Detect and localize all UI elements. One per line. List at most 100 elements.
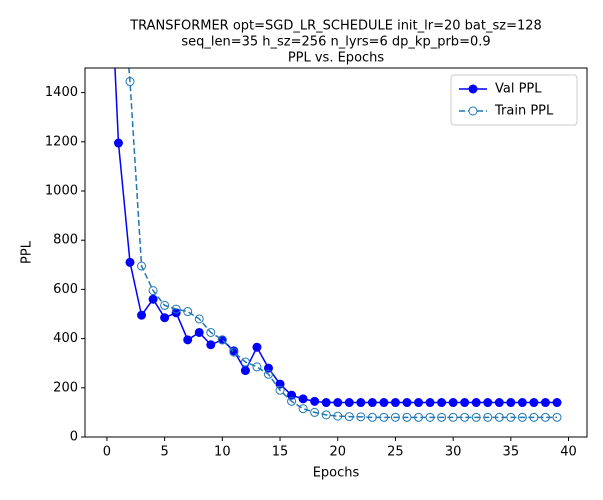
x-tick-label: 5 xyxy=(160,445,168,460)
data-point xyxy=(183,335,193,345)
legend-marker xyxy=(468,106,478,116)
data-point xyxy=(483,398,493,408)
data-point xyxy=(425,398,435,408)
data-point xyxy=(275,385,285,395)
data-point xyxy=(252,342,262,352)
data-point xyxy=(333,411,343,421)
data-point xyxy=(137,310,147,320)
data-point xyxy=(402,412,412,422)
data-point xyxy=(148,286,158,296)
data-point xyxy=(356,412,366,422)
x-tick-label: 10 xyxy=(214,445,231,460)
data-point xyxy=(390,412,400,422)
data-point xyxy=(310,396,320,406)
y-tick-label: 1200 xyxy=(45,134,78,149)
chart-title: PPL vs. Epochs xyxy=(288,51,385,66)
data-point xyxy=(448,398,458,408)
y-tick-label: 200 xyxy=(53,380,78,395)
y-axis-label: PPL xyxy=(20,240,35,264)
data-line xyxy=(114,68,557,404)
data-point xyxy=(240,366,250,376)
axes-frame xyxy=(84,67,588,438)
legend-marker xyxy=(468,84,478,94)
data-point xyxy=(321,410,331,420)
data-point xyxy=(171,304,181,314)
y-tick-label: 400 xyxy=(53,331,78,346)
y-tick-label: 600 xyxy=(53,282,78,297)
data-point xyxy=(263,369,273,379)
data-point xyxy=(367,398,377,408)
data-point xyxy=(194,327,204,337)
x-axis-label: Epochs xyxy=(313,466,360,481)
data-point xyxy=(206,327,216,337)
y-tick-label: 0 xyxy=(70,430,78,445)
x-tick-label: 20 xyxy=(329,445,346,460)
data-line xyxy=(128,68,557,419)
data-point xyxy=(333,398,343,408)
data-point xyxy=(229,347,239,357)
data-point xyxy=(379,412,389,422)
data-point xyxy=(310,407,320,417)
data-point xyxy=(529,412,539,422)
data-point xyxy=(137,261,147,271)
x-tick-label: 15 xyxy=(272,445,289,460)
data-point xyxy=(517,398,527,408)
data-point xyxy=(552,398,562,408)
y-tick-label: 800 xyxy=(53,233,78,248)
data-point xyxy=(414,412,424,422)
data-point xyxy=(206,340,216,350)
data-point xyxy=(344,412,354,422)
data-point xyxy=(402,398,412,408)
data-point xyxy=(437,412,447,422)
data-point xyxy=(125,77,135,87)
plot-area xyxy=(113,68,562,422)
legend-label: Train PPL xyxy=(494,104,554,119)
data-point xyxy=(287,390,297,400)
data-point xyxy=(460,412,470,422)
data-point xyxy=(437,398,447,408)
data-point xyxy=(160,313,170,323)
x-tick-label: 35 xyxy=(503,445,520,460)
data-point xyxy=(517,412,527,422)
data-point xyxy=(148,294,158,304)
data-point xyxy=(298,404,308,414)
data-point xyxy=(113,138,123,148)
data-point xyxy=(552,412,562,422)
data-point xyxy=(425,412,435,422)
data-point xyxy=(194,314,204,324)
data-point xyxy=(494,412,504,422)
chart-title: TRANSFORMER opt=SGD_LR_SCHEDULE init_lr=… xyxy=(129,19,542,34)
y-tick-label: 1000 xyxy=(45,184,78,199)
data-point xyxy=(471,412,481,422)
x-tick-label: 25 xyxy=(387,445,404,460)
data-point xyxy=(252,362,262,372)
data-point xyxy=(494,398,504,408)
data-point xyxy=(183,307,193,317)
data-point xyxy=(160,300,170,310)
x-tick-label: 30 xyxy=(445,445,462,460)
data-point xyxy=(448,412,458,422)
legend xyxy=(450,74,578,126)
data-point xyxy=(240,357,250,367)
data-point xyxy=(275,379,285,389)
data-point xyxy=(321,398,331,408)
data-point xyxy=(379,398,389,408)
legend-label: Val PPL xyxy=(495,82,542,97)
x-tick-label: 40 xyxy=(560,445,577,460)
data-point xyxy=(125,257,135,267)
chart-title: seq_len=35 h_sz=256 n_lyrs=6 dp_kp_prb=0… xyxy=(181,35,490,50)
y-tick-label: 1400 xyxy=(45,85,78,100)
data-point xyxy=(217,335,227,345)
data-point xyxy=(529,398,539,408)
data-point xyxy=(506,412,516,422)
data-point xyxy=(367,412,377,422)
data-point xyxy=(263,363,273,373)
data-point xyxy=(287,396,297,406)
data-point xyxy=(390,398,400,408)
x-tick-label: 0 xyxy=(103,445,111,460)
data-point xyxy=(414,398,424,408)
data-point xyxy=(344,398,354,408)
data-point xyxy=(298,394,308,404)
data-point xyxy=(471,398,481,408)
